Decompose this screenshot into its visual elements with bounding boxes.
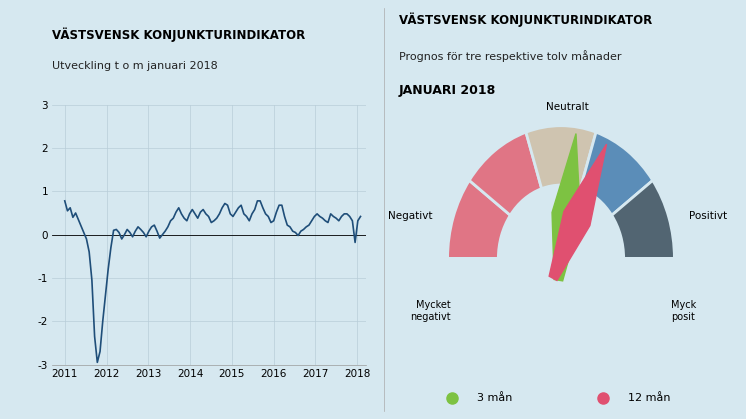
Text: Myck
posit: Myck posit [671,300,697,322]
Text: VÄSTSVENSK KONJUNKTURINDIKATOR: VÄSTSVENSK KONJUNKTURINDIKATOR [398,13,652,27]
Polygon shape [549,144,606,280]
Wedge shape [469,132,542,215]
Polygon shape [552,134,580,281]
Text: Utveckling t o m januari 2018: Utveckling t o m januari 2018 [52,61,218,71]
Text: Mycket
negativt: Mycket negativt [410,300,451,322]
Text: Neutralt: Neutralt [545,102,589,112]
Text: VÄSTSVENSK KONJUNKTURINDIKATOR: VÄSTSVENSK KONJUNKTURINDIKATOR [52,27,305,42]
Text: 3 mån: 3 mån [477,393,513,403]
Text: Negativt: Negativt [388,212,433,222]
Wedge shape [526,126,596,189]
Wedge shape [612,181,674,259]
Wedge shape [448,181,510,259]
Text: Positivt: Positivt [689,212,727,222]
Text: JANUARI 2018: JANUARI 2018 [398,84,496,97]
Text: Prognos för tre respektive tolv månader: Prognos för tre respektive tolv månader [398,50,621,62]
Wedge shape [580,132,653,215]
Text: 12 mån: 12 mån [628,393,671,403]
